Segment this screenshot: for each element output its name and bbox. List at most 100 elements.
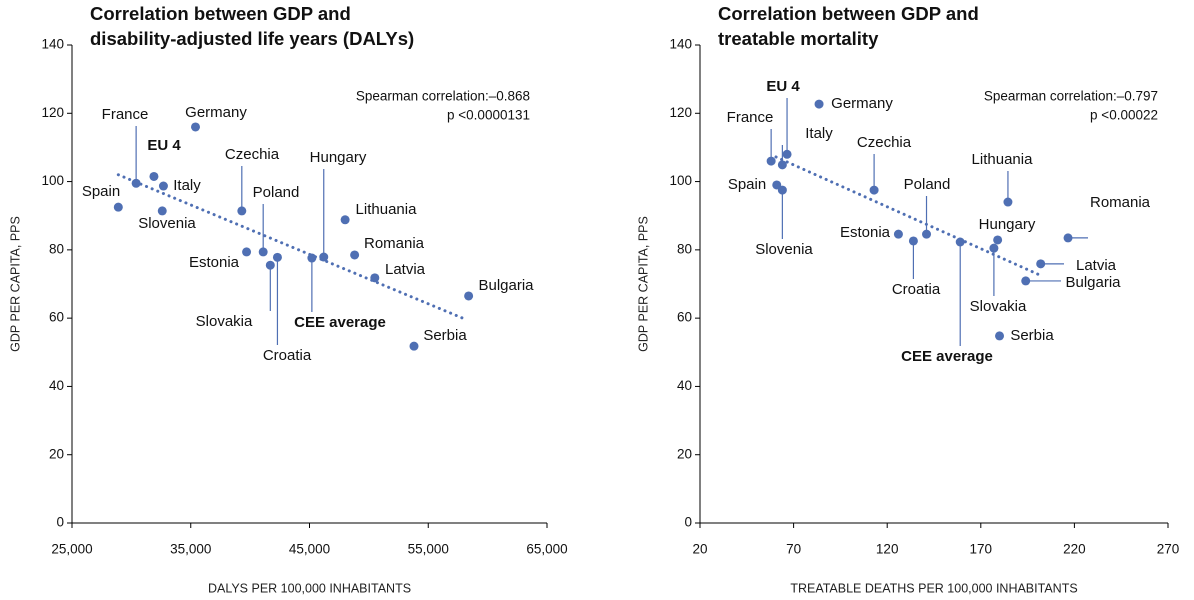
point <box>149 171 159 181</box>
point <box>995 331 1005 341</box>
point-label: Croatia <box>892 281 941 298</box>
x-tick-label: 65,000 <box>526 542 567 557</box>
x-tick-label: 20 <box>692 542 707 557</box>
point <box>258 247 268 257</box>
point <box>157 206 167 216</box>
point-label: EU 4 <box>766 78 800 95</box>
point <box>989 243 999 253</box>
chart-title: disability-adjusted life years (DALYs) <box>90 28 414 49</box>
y-axis-title: GDP PER CAPITA, PPS <box>636 216 650 352</box>
point <box>1021 276 1031 286</box>
chart-title: Correlation between GDP and <box>718 3 979 24</box>
y-tick-label: 120 <box>669 105 692 120</box>
point <box>908 236 918 246</box>
y-tick-label: 80 <box>677 241 692 256</box>
point <box>242 247 252 257</box>
point <box>319 252 329 262</box>
point-label: Lithuania <box>356 201 418 218</box>
point-label: Serbia <box>1010 327 1054 344</box>
point <box>1036 259 1046 269</box>
y-tick-label: 140 <box>669 37 692 52</box>
point-label: CEE average <box>901 348 993 365</box>
point <box>766 156 776 166</box>
point-label: Estonia <box>840 224 891 241</box>
point-label: Latvia <box>1076 257 1117 274</box>
x-tick-label: 70 <box>786 542 801 557</box>
point <box>237 206 247 216</box>
y-tick-label: 100 <box>669 173 692 188</box>
y-tick-label: 140 <box>41 37 64 52</box>
point <box>993 235 1003 245</box>
y-tick-label: 100 <box>41 173 64 188</box>
point-label: Romania <box>364 235 425 252</box>
point-label: Bulgaria <box>478 277 534 294</box>
x-tick-label: 120 <box>876 542 899 557</box>
annotation: p <0.00022 <box>1090 108 1158 123</box>
point-label: Hungary <box>979 216 1036 233</box>
point <box>955 237 965 247</box>
x-axis-title: DALYS PER 100,000 INHABITANTS <box>208 581 411 595</box>
y-tick-label: 0 <box>56 515 64 530</box>
point-label: Czechia <box>857 134 912 151</box>
x-tick-label: 55,000 <box>408 542 449 557</box>
chart-title: Correlation between GDP and <box>90 3 351 24</box>
annotation: Spearman correlation:–0.868 <box>356 89 530 104</box>
trendline <box>774 155 1042 277</box>
point <box>409 341 419 351</box>
y-tick-label: 0 <box>684 515 692 530</box>
y-tick-label: 20 <box>49 446 64 461</box>
point-label: CEE average <box>294 314 386 331</box>
point <box>893 229 903 239</box>
point <box>272 252 282 262</box>
point-label: Serbia <box>423 327 467 344</box>
y-tick-label: 20 <box>677 446 692 461</box>
point-label: Italy <box>805 125 833 142</box>
x-tick-label: 25,000 <box>51 542 92 557</box>
point <box>265 260 275 270</box>
y-tick-label: 40 <box>677 378 692 393</box>
point-label: Germany <box>831 95 893 112</box>
point <box>777 185 787 195</box>
point-label: Slovakia <box>196 313 253 330</box>
x-tick-label: 35,000 <box>170 542 211 557</box>
x-tick-label: 170 <box>970 542 993 557</box>
trendline <box>116 173 465 320</box>
y-axis-title: GDP PER CAPITA, PPS <box>8 216 22 352</box>
point-label: Czechia <box>225 146 280 163</box>
point <box>869 185 879 195</box>
point <box>350 250 360 260</box>
point <box>1063 233 1073 243</box>
point <box>922 229 932 239</box>
y-tick-label: 60 <box>677 310 692 325</box>
point-label: France <box>102 106 149 123</box>
point-label: Poland <box>253 184 300 201</box>
annotation: p <0.0000131 <box>447 108 530 123</box>
point-label: France <box>727 109 774 126</box>
point <box>340 215 350 225</box>
point-label: Slovenia <box>138 215 196 232</box>
point-label: Estonia <box>189 254 240 271</box>
point <box>191 122 200 132</box>
point-label: Lithuania <box>972 151 1034 168</box>
annotation: Spearman correlation:–0.797 <box>984 89 1158 104</box>
point <box>370 273 380 283</box>
x-tick-label: 45,000 <box>289 542 330 557</box>
point-label: Bulgaria <box>1065 274 1121 291</box>
point <box>814 99 824 109</box>
point-label: Poland <box>904 176 951 193</box>
point-label: Slovenia <box>755 241 813 258</box>
y-tick-label: 60 <box>49 310 64 325</box>
point <box>777 160 787 170</box>
point <box>113 202 123 212</box>
point <box>464 291 474 301</box>
point-label: Spain <box>728 176 766 193</box>
point <box>782 149 792 159</box>
point <box>131 178 141 188</box>
point-label: Slovakia <box>970 298 1027 315</box>
point-label: Croatia <box>263 347 312 364</box>
x-tick-label: 270 <box>1157 542 1180 557</box>
point-label: Spain <box>82 183 120 200</box>
point-label: Romania <box>1090 194 1151 211</box>
y-tick-label: 40 <box>49 378 64 393</box>
